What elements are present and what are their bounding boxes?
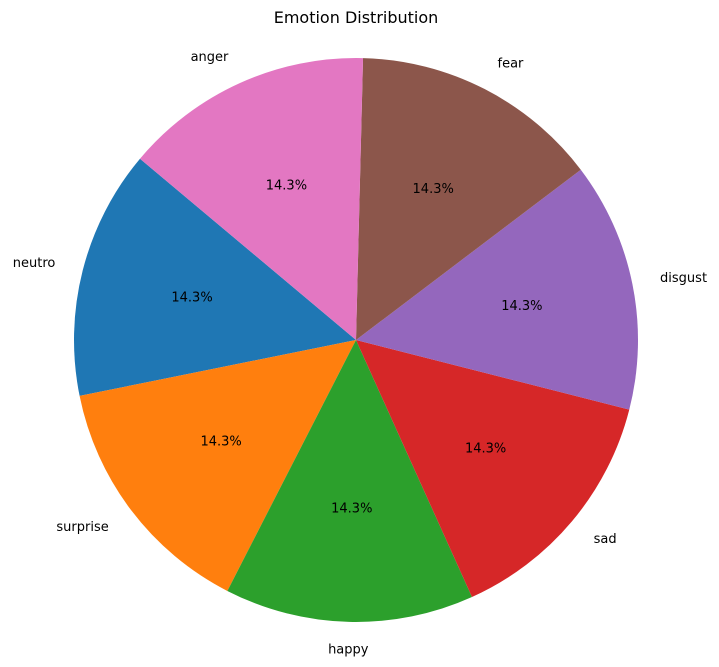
pie-slice-happy [227, 340, 472, 622]
percent-label-happy: 14.3% [331, 502, 372, 517]
pie-slice-disgust [356, 169, 638, 410]
slice-label-disgust: disgust [660, 271, 707, 286]
percent-labels: 14.3% 14.3% 14.3% 14.3% 14.3% 14.3% 14.3% [171, 178, 542, 516]
pie-slice-anger [139, 58, 364, 341]
slice-labels: neutro surprise happy sad disgust fear anger [13, 50, 707, 658]
chart-title: Emotion Distribution [274, 8, 439, 27]
percent-label-fear: 14.3% [413, 182, 454, 197]
slice-label-neutro: neutro [13, 256, 56, 271]
slice-label-fear: fear [498, 56, 525, 71]
slice-label-anger: anger [191, 50, 229, 65]
pie-slice-surprise [79, 340, 356, 591]
pie-slice-neutro [74, 158, 357, 396]
percent-label-neutro: 14.3% [171, 291, 212, 306]
pie-slice-fear [356, 58, 581, 341]
pie-slice-sad [356, 340, 630, 598]
percent-label-sad: 14.3% [465, 441, 506, 456]
slice-label-happy: happy [328, 643, 369, 658]
percent-label-anger: 14.3% [266, 178, 307, 193]
percent-label-surprise: 14.3% [200, 435, 241, 450]
percent-label-disgust: 14.3% [501, 299, 542, 314]
slice-label-sad: sad [594, 532, 617, 547]
pie-slices [74, 58, 638, 622]
slice-label-surprise: surprise [56, 520, 108, 535]
